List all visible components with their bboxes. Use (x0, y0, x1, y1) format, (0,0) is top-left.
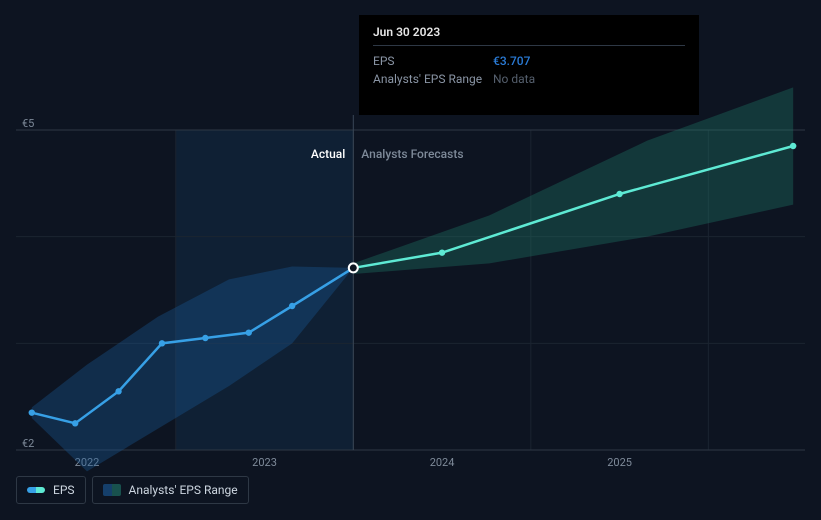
eps-point-past[interactable] (115, 388, 121, 394)
tooltip-range-value: No data (493, 70, 685, 88)
eps-point-past[interactable] (159, 340, 165, 346)
chart-tooltip: Jun 30 2023 EPS €3.707 Analysts' EPS Ran… (359, 15, 699, 115)
eps-point-forecast[interactable] (790, 143, 796, 149)
legend: EPS Analysts' EPS Range (16, 476, 249, 504)
x-tick-label: 2025 (607, 456, 632, 469)
eps-point-forecast[interactable] (616, 191, 622, 197)
tooltip-eps-label: EPS (373, 52, 493, 70)
eps-chart: { "chart": { "width": 821, "height": 520… (0, 0, 821, 520)
region-label-actual: Actual (311, 147, 345, 161)
x-tick-label: 2023 (252, 456, 277, 469)
eps-range-forecast (353, 87, 793, 274)
legend-range-swatch-icon (103, 484, 121, 496)
legend-eps-swatch-icon (27, 487, 45, 493)
region-label-forecast: Analysts Forecasts (361, 147, 463, 161)
eps-point-past[interactable] (29, 409, 35, 415)
y-tick-label: €2 (22, 437, 34, 450)
tooltip-eps-value: €3.707 (493, 52, 685, 70)
eps-point-past[interactable] (202, 335, 208, 341)
legend-range-label: Analysts' EPS Range (129, 483, 238, 497)
y-tick-label: €5 (22, 117, 34, 130)
eps-point-past[interactable] (246, 329, 252, 335)
eps-point-forecast[interactable] (439, 249, 445, 255)
tooltip-date: Jun 30 2023 (373, 25, 685, 46)
eps-point-past[interactable] (289, 303, 295, 309)
legend-eps[interactable]: EPS (16, 476, 86, 504)
legend-eps-label: EPS (53, 483, 75, 497)
tooltip-range-label: Analysts' EPS Range (373, 70, 493, 88)
eps-point-current[interactable] (349, 263, 358, 272)
legend-range[interactable]: Analysts' EPS Range (92, 476, 249, 504)
eps-point-past[interactable] (72, 420, 78, 426)
tooltip-rows: EPS €3.707 Analysts' EPS Range No data (373, 52, 685, 88)
x-tick-label: 2024 (430, 456, 455, 469)
